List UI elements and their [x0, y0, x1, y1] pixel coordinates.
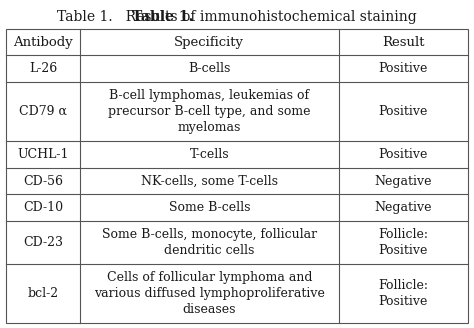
Text: Positive: Positive	[379, 148, 428, 161]
Text: Some B-cells, monocyte, follicular
dendritic cells: Some B-cells, monocyte, follicular dendr…	[102, 228, 317, 257]
Text: NK-cells, some T-cells: NK-cells, some T-cells	[141, 174, 278, 188]
Text: Some B-cells: Some B-cells	[169, 201, 250, 214]
Text: CD-23: CD-23	[23, 236, 63, 249]
Text: Antibody: Antibody	[13, 36, 73, 49]
Text: Negative: Negative	[374, 174, 432, 188]
Text: Cells of follicular lymphoma and
various diffused lymphoproliferative
diseases: Cells of follicular lymphoma and various…	[94, 271, 325, 316]
Text: CD79 α: CD79 α	[19, 105, 67, 118]
Text: Follicle:
Positive: Follicle: Positive	[378, 279, 428, 308]
Text: Follicle:
Positive: Follicle: Positive	[378, 228, 428, 257]
Text: B-cell lymphomas, leukemias of
precursor B-cell type, and some
myelomas: B-cell lymphomas, leukemias of precursor…	[108, 89, 310, 134]
Text: Table 1.   Results of immunohistochemical staining: Table 1. Results of immunohistochemical …	[57, 10, 417, 24]
Text: UCHL-1: UCHL-1	[17, 148, 69, 161]
Text: bcl-2: bcl-2	[27, 287, 59, 300]
Text: Positive: Positive	[379, 62, 428, 75]
Text: CD-10: CD-10	[23, 201, 63, 214]
Text: Positive: Positive	[379, 105, 428, 118]
Text: Table 1.: Table 1.	[132, 10, 194, 24]
Text: Negative: Negative	[374, 201, 432, 214]
Text: CD-56: CD-56	[23, 174, 63, 188]
Text: B-cells: B-cells	[188, 62, 230, 75]
Text: T-cells: T-cells	[190, 148, 229, 161]
Text: Result: Result	[382, 36, 425, 49]
Text: Specificity: Specificity	[174, 36, 244, 49]
Text: L-26: L-26	[29, 62, 57, 75]
